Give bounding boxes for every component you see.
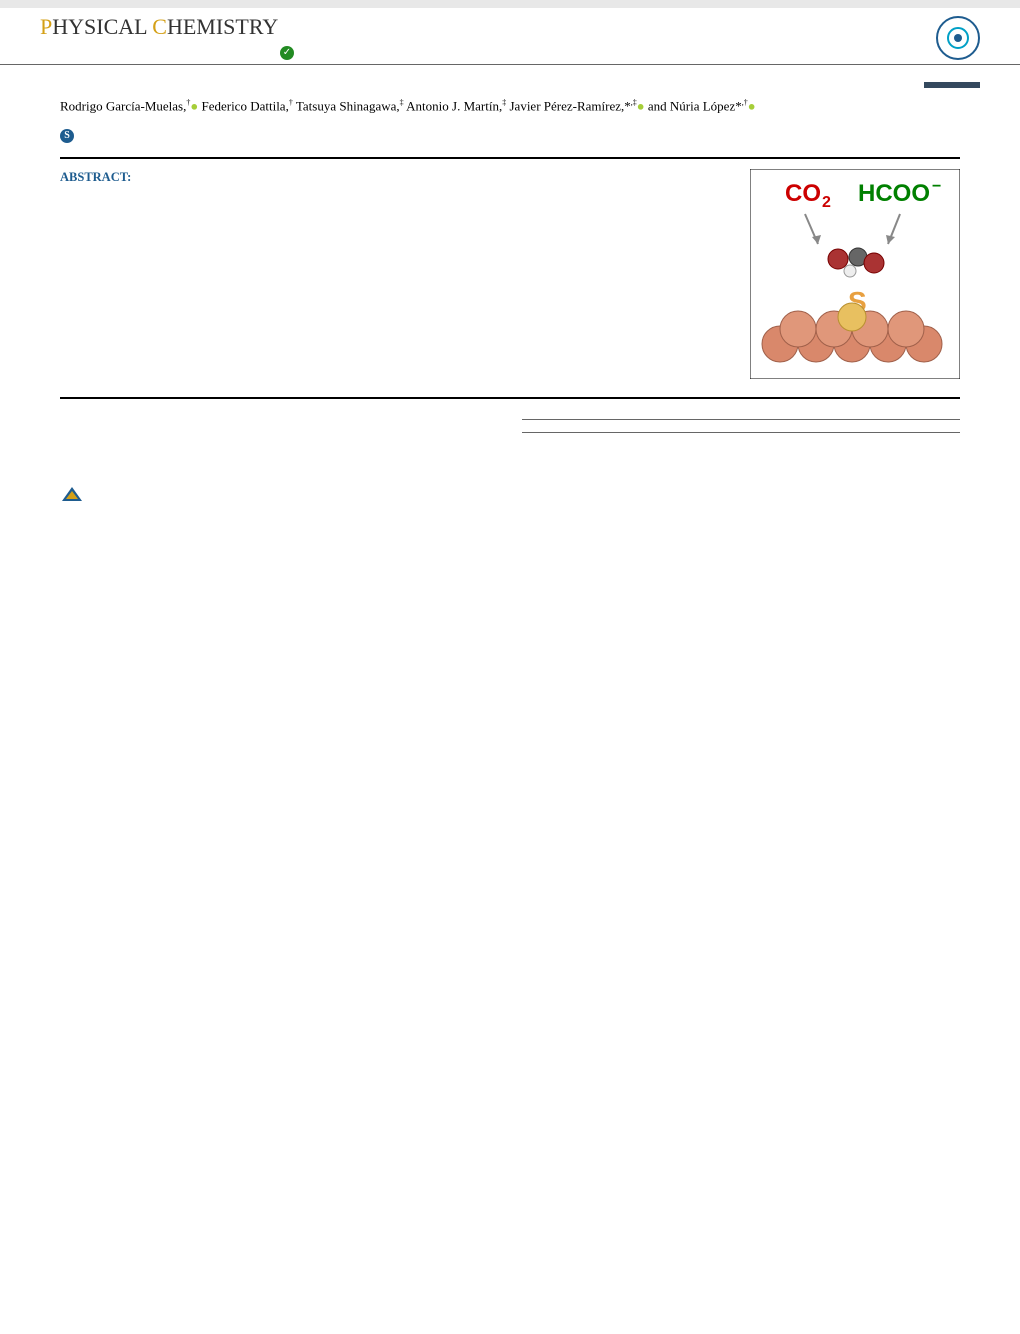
journal-header: PHYSICAL CHEMISTRY <box>0 8 1020 60</box>
svg-text:HCOO: HCOO <box>858 180 930 207</box>
orcid-icon: ● <box>637 98 645 113</box>
svg-text:−: − <box>932 178 941 195</box>
page-footer <box>0 477 1020 519</box>
license-banner <box>0 0 1020 8</box>
authors-list: Rodrigo García-Muelas,†● Federico Dattil… <box>60 97 960 116</box>
acs-authorchoice-badge <box>936 16 980 60</box>
publication-dates <box>522 419 960 433</box>
svg-text:CO: CO <box>785 180 821 207</box>
svg-text:2: 2 <box>822 194 831 211</box>
abstract-label: ABSTRACT: <box>60 170 131 184</box>
s-badge-icon: S <box>60 129 74 143</box>
orcid-icon: ● <box>748 98 756 113</box>
body-text <box>60 419 960 433</box>
orcid-icon: ● <box>190 98 198 113</box>
journal-line2: PHYSICAL CHEMISTRY <box>40 16 278 38</box>
abstract-section: ABSTRACT: CO 2 HCOO − S <box>60 157 960 399</box>
dropcap <box>60 419 64 421</box>
journal-logo: PHYSICAL CHEMISTRY <box>40 16 278 32</box>
toc-graphic: CO 2 HCOO − S <box>750 169 960 379</box>
supporting-info-link[interactable]: S <box>60 126 960 143</box>
acs-logo-icon <box>60 485 84 503</box>
main-content: Rodrigo García-Muelas,†● Federico Dattil… <box>0 65 1020 453</box>
abstract-text: ABSTRACT: <box>60 169 730 187</box>
footer-left <box>60 485 100 503</box>
